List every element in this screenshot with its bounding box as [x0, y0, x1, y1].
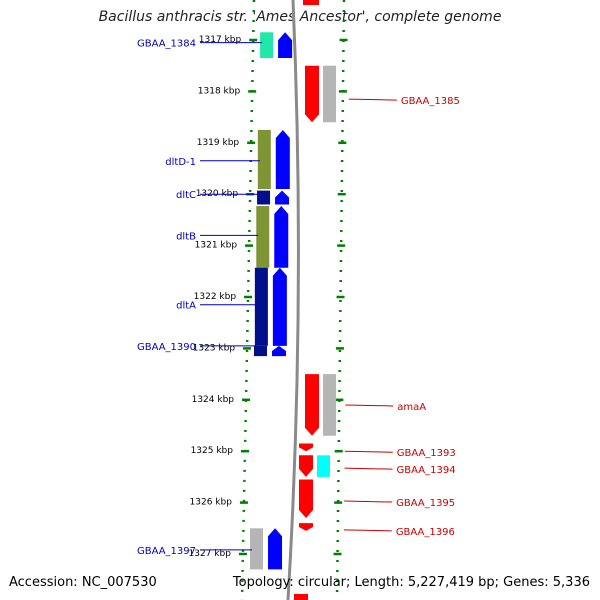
tick-label: 1321 kbp — [195, 241, 238, 251]
cds-arrow-forward — [272, 267, 287, 346]
genome-backbone — [286, 0, 300, 600]
tick-label: 1325 kbp — [191, 446, 234, 456]
gene-label: GBAA_1393 — [397, 448, 456, 459]
cds-arrow-forward — [278, 32, 293, 58]
cds-arrow-forward — [274, 206, 289, 268]
gene-bar — [257, 129, 271, 190]
gene-bar — [257, 190, 271, 205]
tick-label: 1326 kbp — [190, 498, 233, 508]
gene-label: GBAA_1396 — [396, 527, 455, 538]
cds-arrow-forward — [268, 528, 283, 570]
cds-arrow-forward — [275, 190, 290, 205]
gene-bar — [256, 206, 270, 268]
gene-label: GBAA_1395 — [396, 498, 455, 509]
tick-label: 1322 kbp — [194, 292, 237, 302]
gene-label-leader — [344, 467, 393, 470]
cds-arrow-forward — [275, 129, 290, 190]
tick-label: 1318 kbp — [198, 86, 241, 96]
gene-label: amaA — [397, 402, 426, 413]
gene-label: dltA — [176, 301, 196, 312]
gene-label: GBAA_1385 — [401, 96, 460, 107]
gene-label: dltD-1 — [165, 157, 196, 168]
gene-label-leader — [345, 404, 394, 407]
right-boundary-dots — [335, 0, 346, 600]
genome-summary-text: Topology: circular; Length: 5,227,419 bp… — [232, 575, 590, 590]
gene-bar — [317, 455, 330, 477]
tick-label: 1324 kbp — [192, 395, 235, 405]
tick-label: 1319 kbp — [197, 138, 240, 148]
cds-arrow-reverse — [299, 443, 313, 452]
gene-label-leader — [344, 450, 393, 453]
backbone-top-fragment — [303, 0, 319, 5]
gene-label: GBAA_1394 — [397, 465, 456, 476]
page-title: Bacillus anthracis str. 'Ames Ancestor',… — [98, 9, 502, 25]
cds-arrow-reverse — [299, 455, 313, 477]
gene-label-leader — [348, 98, 397, 101]
cds-arrow-reverse — [299, 479, 313, 519]
gene-label: dltB — [176, 231, 196, 242]
gene-bar — [323, 65, 336, 123]
accession-text: Accession: NC_007530 — [9, 575, 157, 590]
tick-label: 1323 kbp — [193, 343, 236, 353]
cds-arrow-reverse — [305, 65, 319, 123]
backbone-bottom-fragment — [294, 594, 308, 600]
cds-arrow-reverse — [299, 523, 313, 531]
gene-label-leader — [344, 500, 393, 503]
gene-label: GBAA_1390 — [137, 342, 196, 353]
gene-bar — [254, 267, 268, 346]
gene-bar — [260, 32, 274, 58]
gene-label: dltC — [176, 190, 196, 201]
cds-arrow-reverse — [305, 374, 319, 436]
tick-label: 1317 kbp — [199, 35, 242, 45]
tick-label: 1327 kbp — [189, 549, 232, 559]
cds-arrow-forward — [271, 345, 286, 357]
gene-bar — [250, 528, 264, 570]
left-boundary-dots — [240, 0, 256, 600]
gene-bar — [253, 345, 267, 357]
gene-label-leader — [343, 529, 392, 532]
gene-label: GBAA_1397 — [137, 546, 196, 557]
gene-label: GBAA_1384 — [137, 39, 196, 50]
gene-bar — [323, 374, 336, 436]
